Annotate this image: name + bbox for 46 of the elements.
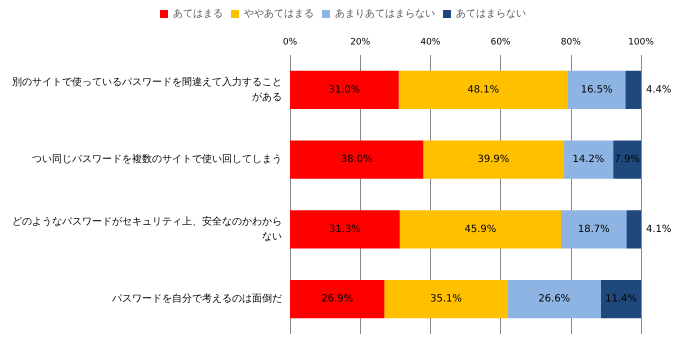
data-label: 39.9%	[478, 154, 510, 166]
legend-label: あまりあてはまらない	[335, 8, 435, 20]
bar	[626, 210, 641, 249]
data-label: 14.2%	[572, 154, 604, 166]
x-tick-label: 100%	[628, 38, 654, 48]
data-label: 26.9%	[321, 294, 354, 305]
legend-label: ややあてはまる	[244, 8, 314, 20]
x-tick-label: 60%	[490, 38, 512, 48]
x-tick-label: 0%	[282, 38, 298, 48]
bar	[400, 210, 561, 249]
data-label: 26.6%	[538, 294, 570, 305]
bar	[560, 210, 627, 249]
data-label: 16.5%	[580, 84, 612, 96]
bar	[613, 140, 641, 179]
data-label: 7.9%	[614, 154, 640, 166]
data-label: 31.0%	[328, 84, 360, 96]
x-tick-label: 40%	[420, 38, 441, 48]
data-label: 45.9%	[464, 224, 496, 235]
bar	[290, 280, 384, 318]
y-tick-label: パスワードを自分で考えるのは面倒だ	[111, 292, 282, 305]
bar	[600, 280, 641, 318]
y-tick-label: 別のサイトで使っているパスワードを間違えて入力することがある	[12, 76, 282, 103]
legend-label: あてはまらない	[456, 8, 526, 20]
bar	[384, 280, 508, 318]
legend-label: あてはまる	[173, 8, 223, 20]
bar	[290, 140, 424, 179]
data-label: 31.3%	[329, 224, 361, 235]
bar	[423, 140, 564, 179]
y-tick-label: つい同じパスワードを複数のサイトで使い回してしまう	[32, 153, 282, 166]
data-label: 38.0%	[340, 154, 373, 166]
bar	[398, 70, 568, 110]
bar	[508, 280, 601, 318]
data-label: 11.4%	[605, 294, 637, 305]
y-tick-label: どのようなパスワードがセキュリティ上、安全なのかわからない	[12, 215, 282, 242]
bar	[626, 70, 641, 110]
bar	[568, 70, 626, 110]
x-tick-label: 80%	[560, 38, 582, 48]
bar	[290, 70, 399, 110]
x-tick-label: 20%	[350, 38, 371, 48]
bar	[563, 140, 614, 179]
bar	[290, 210, 400, 249]
data-label: 48.1%	[467, 84, 500, 96]
data-label: 4.4%	[646, 84, 672, 96]
data-label: 18.7%	[578, 224, 610, 235]
data-label: 4.1%	[646, 224, 672, 235]
data-label: 35.1%	[430, 294, 462, 305]
